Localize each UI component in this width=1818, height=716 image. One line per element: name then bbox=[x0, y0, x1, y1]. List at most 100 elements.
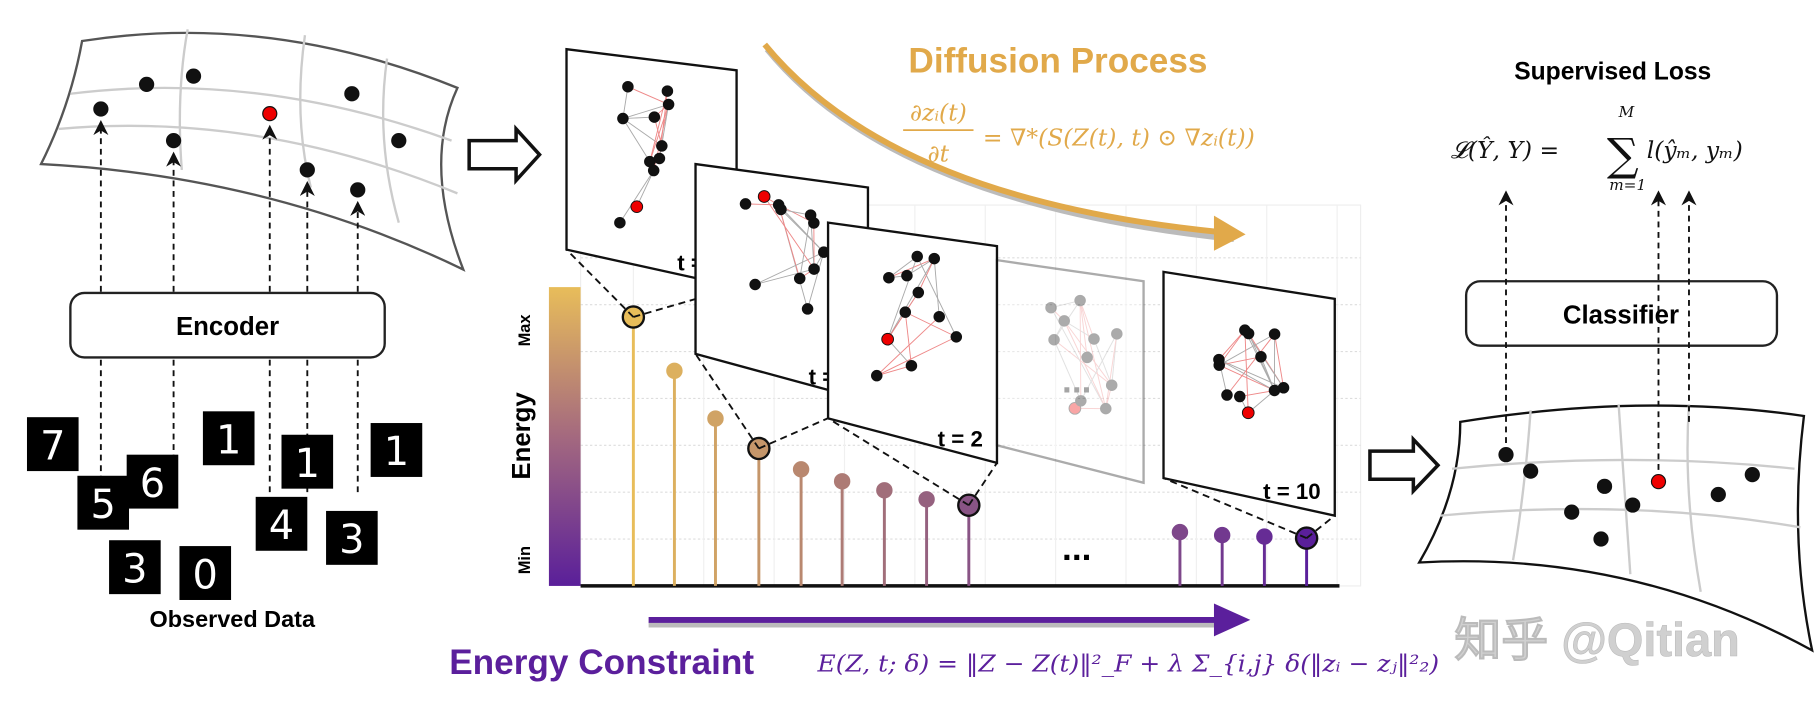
latent-point bbox=[1650, 474, 1667, 490]
classifier-label: Classifier bbox=[1563, 301, 1679, 329]
graph-edge bbox=[1111, 333, 1118, 386]
latent-point bbox=[344, 86, 360, 102]
graph-node bbox=[1221, 389, 1233, 401]
ellipsis-bottom: ... bbox=[1062, 529, 1091, 568]
digit-image bbox=[202, 411, 255, 466]
graph-edge bbox=[887, 256, 918, 340]
graph-node bbox=[749, 278, 761, 291]
graph-node bbox=[808, 263, 820, 275]
hollow-arrow-icon bbox=[467, 124, 542, 186]
graph-edge bbox=[619, 170, 655, 223]
graph-node bbox=[1234, 390, 1246, 403]
graph-node bbox=[739, 198, 752, 210]
graph-edge bbox=[1244, 330, 1249, 413]
graph-edge bbox=[876, 336, 957, 377]
graph-edge bbox=[1063, 320, 1095, 340]
time-step-label: t = 10 bbox=[1263, 479, 1321, 504]
graph-edge bbox=[1219, 364, 1275, 391]
digit-image bbox=[326, 510, 378, 565]
energy-point bbox=[621, 305, 646, 329]
graph-edge bbox=[1050, 307, 1107, 409]
loss-eq-sum-top: M bbox=[1618, 103, 1635, 121]
digit-image bbox=[77, 475, 130, 530]
loss-eq-sum: ∑ bbox=[1607, 129, 1639, 181]
graph-edge bbox=[807, 252, 825, 310]
panel-frame bbox=[995, 258, 1145, 485]
graph-edge bbox=[1274, 334, 1285, 388]
digit-image bbox=[370, 423, 423, 477]
digit-glyph: 7 bbox=[40, 423, 65, 469]
digit-glyph: 0 bbox=[193, 552, 218, 598]
graph-edge bbox=[1050, 307, 1065, 322]
snapshot-panel: ... bbox=[995, 258, 1145, 485]
graph-node bbox=[622, 80, 634, 93]
graph-edge bbox=[1063, 320, 1107, 409]
graph-node bbox=[911, 250, 923, 263]
classifier-box bbox=[1464, 280, 1779, 347]
dashed-connector bbox=[827, 417, 970, 507]
graph-edge bbox=[1226, 333, 1275, 396]
graph-edge bbox=[1218, 329, 1246, 360]
graph-edge bbox=[627, 86, 669, 105]
digit-image bbox=[26, 417, 79, 472]
graph-node bbox=[1100, 402, 1112, 415]
target-node bbox=[630, 200, 644, 214]
energy-stems bbox=[621, 305, 1319, 586]
graph-node bbox=[1081, 351, 1093, 364]
graph-node bbox=[1268, 328, 1281, 340]
graph-node bbox=[1111, 328, 1123, 340]
watermark: 知乎 @Qitian bbox=[1454, 614, 1739, 666]
energy-point bbox=[918, 491, 935, 508]
snapshot-panel: t = 10 bbox=[1162, 270, 1336, 518]
graph-edge bbox=[933, 258, 940, 317]
loss-eq-lhs: 𝓛(Ŷ, Y) = bbox=[1451, 135, 1559, 164]
graph-node bbox=[1268, 384, 1281, 397]
target-node bbox=[757, 190, 771, 203]
graph-edge bbox=[1053, 300, 1081, 341]
dashed-connector bbox=[968, 462, 998, 506]
energy-point bbox=[1171, 523, 1189, 541]
digit-glyph: 4 bbox=[269, 503, 294, 549]
diffusion-eq-numerator: ∂zᵢ(t) bbox=[910, 99, 967, 127]
graph-edge bbox=[636, 170, 655, 207]
graph-node bbox=[905, 359, 918, 372]
graph-node bbox=[656, 140, 668, 152]
graph-node bbox=[933, 310, 945, 323]
latent-point bbox=[1564, 504, 1580, 520]
graph-edge bbox=[1079, 300, 1107, 409]
graph-node bbox=[614, 216, 626, 229]
graph-edge bbox=[904, 312, 912, 366]
graph-node bbox=[899, 306, 912, 318]
graph-edge bbox=[916, 256, 957, 338]
ellipsis-panels: ... bbox=[1062, 362, 1091, 401]
graph-edge bbox=[763, 196, 815, 270]
latent-point bbox=[391, 133, 407, 149]
graph-edge bbox=[1074, 400, 1082, 409]
diffusion-equation: ∂zᵢ(t) ∂t = ∇*(S(Z(t), t) ⊙ ∇zᵢ(t)) bbox=[903, 99, 1255, 168]
latent-point bbox=[1596, 478, 1613, 494]
graph-node bbox=[775, 203, 787, 216]
digit-glyph: 3 bbox=[122, 546, 147, 592]
graph-edge bbox=[905, 311, 957, 338]
digit-glyph: 5 bbox=[91, 482, 116, 528]
energy-axis-label: Energy bbox=[508, 392, 536, 480]
graph-node bbox=[1255, 351, 1267, 363]
energy-point bbox=[1256, 528, 1273, 545]
graph-node bbox=[1239, 324, 1251, 336]
graph-edge bbox=[888, 256, 918, 279]
graph-node bbox=[871, 369, 883, 382]
graph-node bbox=[883, 272, 895, 284]
energy-constraint-title: Energy Constraint bbox=[449, 643, 754, 682]
energy-point bbox=[707, 410, 724, 427]
graph-edge bbox=[649, 104, 670, 162]
digit-image bbox=[255, 496, 308, 551]
graph-node bbox=[1058, 315, 1070, 327]
digit-glyph: 6 bbox=[140, 461, 165, 507]
latent-point bbox=[138, 76, 155, 92]
graph-edge bbox=[1239, 390, 1275, 398]
graph-edge bbox=[887, 258, 935, 340]
graph-node bbox=[901, 269, 913, 282]
graph-edge bbox=[1080, 333, 1118, 402]
digit-image bbox=[179, 546, 232, 600]
